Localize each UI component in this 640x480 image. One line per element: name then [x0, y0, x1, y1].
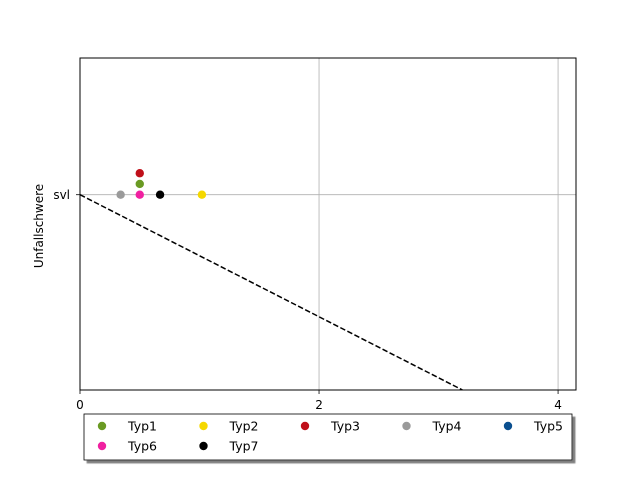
legend: Typ1 Typ2 Typ3 Typ4 Typ5 Typ6 Typ7	[83, 413, 573, 461]
point-typ2	[197, 190, 207, 199]
legend-label-typ5: Typ5	[533, 419, 563, 434]
point-typ7	[155, 190, 165, 199]
point-typ1	[135, 179, 144, 189]
legend-label-typ6: Typ6	[127, 439, 157, 454]
legend-marker-typ6	[97, 441, 107, 451]
legend-label-typ2: Typ2	[229, 419, 259, 434]
x-tick-label: 4	[554, 398, 562, 412]
legend-marker-typ4	[402, 421, 411, 431]
legend-label-typ4: Typ4	[432, 419, 462, 434]
y-tick-label: svl	[53, 188, 70, 202]
legend-marker-typ3	[300, 421, 310, 431]
legend-marker-typ5	[503, 421, 513, 431]
reference-dashed-line	[80, 194, 463, 390]
point-typ3	[135, 169, 144, 178]
x-tick-label: 0	[76, 398, 84, 412]
axis-ticks: 0 2 4 svl	[53, 188, 562, 412]
legend-marker-typ1	[97, 421, 107, 431]
y-axis-label: Unfallschwere	[32, 184, 46, 268]
point-typ4	[116, 190, 125, 199]
grid-lines	[79, 58, 576, 390]
legend-label-typ1: Typ1	[127, 419, 157, 434]
legend-box	[83, 413, 573, 461]
legend-items: Typ1 Typ2 Typ3 Typ4 Typ5 Typ6 Typ7	[97, 419, 563, 454]
legend-marker-typ7	[199, 441, 208, 451]
x-tick-label: 2	[315, 398, 323, 412]
legend-label-typ3: Typ3	[330, 419, 360, 434]
point-typ6	[135, 190, 144, 199]
legend-label-typ7: Typ7	[229, 439, 259, 454]
legend-marker-typ2	[199, 421, 208, 431]
data-points-layer	[116, 169, 207, 199]
plot-frame	[79, 57, 577, 391]
reference-line-layer	[80, 194, 463, 390]
